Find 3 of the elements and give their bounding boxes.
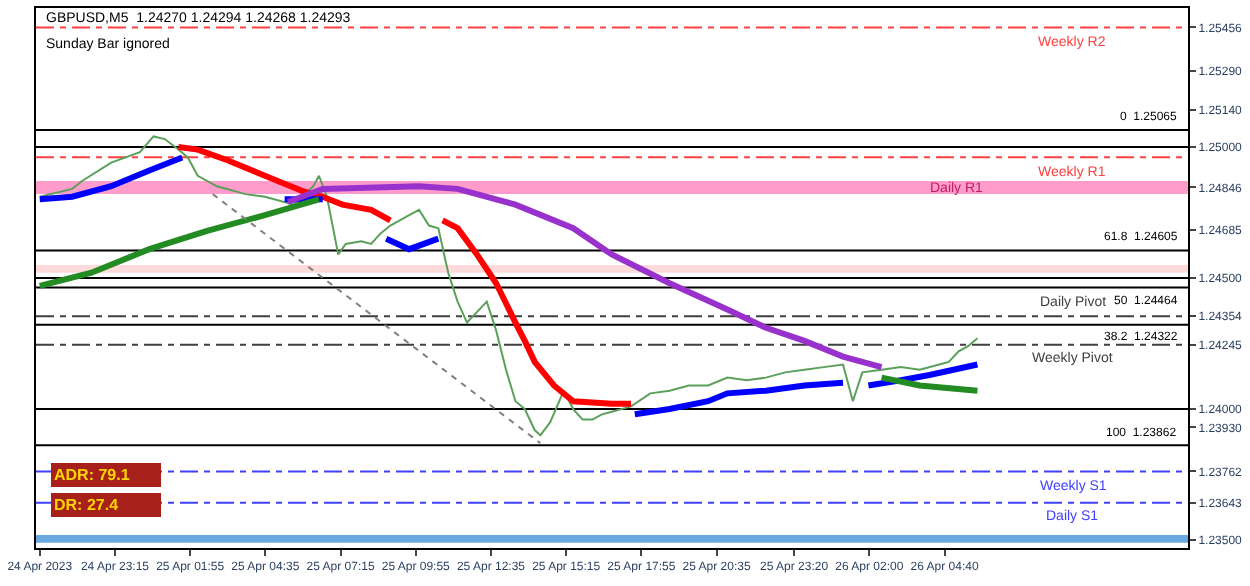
annotation: ADR: 79.1 <box>54 466 131 484</box>
annotation: DR: 27.4 <box>54 496 120 514</box>
line-series <box>284 183 885 371</box>
